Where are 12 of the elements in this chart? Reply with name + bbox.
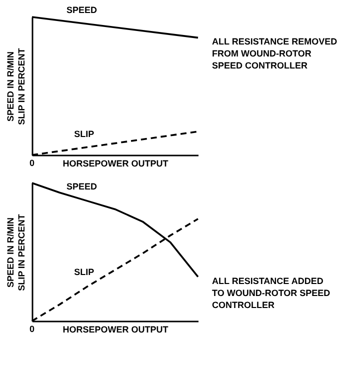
series-label: SLIP bbox=[74, 266, 94, 277]
y-axis-title: SPEED IN R/MIN SLIP IN PERCENT bbox=[6, 214, 26, 291]
text: ALL RESISTANCE ADDED TO WOUND-ROTOR SPEED CONTROLLER bbox=[212, 276, 331, 310]
y-axis-title: SPEED IN R/MIN SLIP IN PERCENT bbox=[6, 48, 26, 125]
annotation: 0 bbox=[29, 324, 35, 334]
series-label: SPEED bbox=[66, 181, 98, 192]
x-axis-title: HORSEPOWER OUTPUT bbox=[62, 324, 169, 334]
annotation: ALL RESISTANCE REMOVED FROM WOUND-ROTOR SPEED CONTROLLER bbox=[212, 36, 338, 71]
annotation: 0 bbox=[29, 158, 35, 168]
series-label: SLIP bbox=[74, 128, 94, 139]
series-label: SPEED bbox=[66, 5, 98, 16]
x-axis-title: HORSEPOWER OUTPUT bbox=[62, 158, 169, 168]
